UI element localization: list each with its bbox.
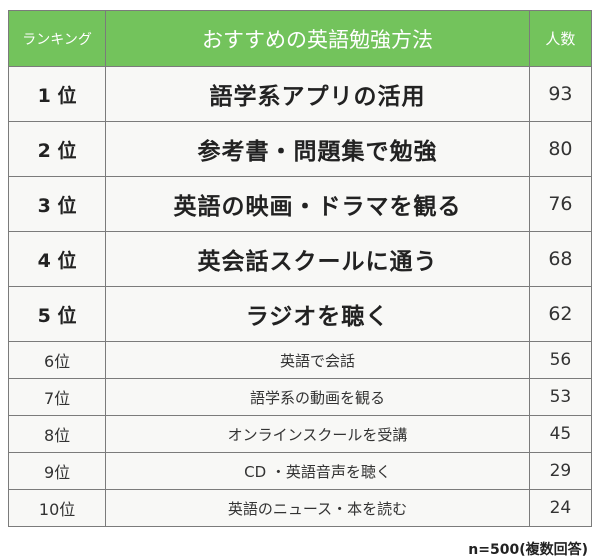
count-cell: 68 <box>528 231 593 287</box>
header-rank: ランキング <box>7 10 107 67</box>
method-cell: CD ・英語音声を聴く <box>105 452 530 490</box>
header-method: おすすめの英語勉強方法 <box>105 10 530 67</box>
table-row: 9位 CD ・英語音声を聴く 29 <box>7 452 593 490</box>
rank-cell: 4 位 <box>7 231 107 287</box>
count-cell: 53 <box>528 378 593 416</box>
header-count: 人数 <box>528 10 593 67</box>
table-row: 8位 オンラインスクールを受講 45 <box>7 415 593 453</box>
rank-cell: 5 位 <box>7 286 107 342</box>
method-cell: 英語のニュース・本を読む <box>105 489 530 527</box>
method-cell: 英語の映画・ドラマを観る <box>105 176 530 232</box>
rank-cell: 7位 <box>7 378 107 416</box>
method-cell: 語学系の動画を観る <box>105 378 530 416</box>
count-cell: 80 <box>528 121 593 177</box>
rank-cell: 2 位 <box>7 121 107 177</box>
rank-cell: 1 位 <box>7 66 107 122</box>
method-cell: ラジオを聴く <box>105 286 530 342</box>
method-cell: オンラインスクールを受講 <box>105 415 530 453</box>
count-cell: 45 <box>528 415 593 453</box>
table-row: 3 位 英語の映画・ドラマを観る 76 <box>7 176 593 232</box>
table-row: 1 位 語学系アプリの活用 93 <box>7 66 593 122</box>
method-cell: 英語で会話 <box>105 341 530 379</box>
count-cell: 24 <box>528 489 593 527</box>
count-cell: 56 <box>528 341 593 379</box>
count-cell: 29 <box>528 452 593 490</box>
table-row: 2 位 参考書・問題集で勉強 80 <box>7 121 593 177</box>
table-row: 7位 語学系の動画を観る 53 <box>7 378 593 416</box>
count-cell: 76 <box>528 176 593 232</box>
rank-cell: 3 位 <box>7 176 107 232</box>
table-row: 4 位 英会話スクールに通う 68 <box>7 231 593 287</box>
header-row: ランキング おすすめの英語勉強方法 人数 <box>7 10 593 67</box>
table-row: 5 位 ラジオを聴く 62 <box>7 286 593 342</box>
ranking-table: ランキング おすすめの英語勉強方法 人数 1 位 語学系アプリの活用 93 2 … <box>7 10 593 527</box>
rank-cell: 10位 <box>7 489 107 527</box>
count-cell: 93 <box>528 66 593 122</box>
method-cell: 英会話スクールに通う <box>105 231 530 287</box>
count-cell: 62 <box>528 286 593 342</box>
table-row: 6位 英語で会話 56 <box>7 341 593 379</box>
method-cell: 語学系アプリの活用 <box>105 66 530 122</box>
method-cell: 参考書・問題集で勉強 <box>105 121 530 177</box>
rank-cell: 6位 <box>7 341 107 379</box>
table-row: 10位 英語のニュース・本を読む 24 <box>7 489 593 527</box>
sample-size-note: n=500(複数回答) <box>468 542 588 558</box>
rank-cell: 8位 <box>7 415 107 453</box>
rank-cell: 9位 <box>7 452 107 490</box>
